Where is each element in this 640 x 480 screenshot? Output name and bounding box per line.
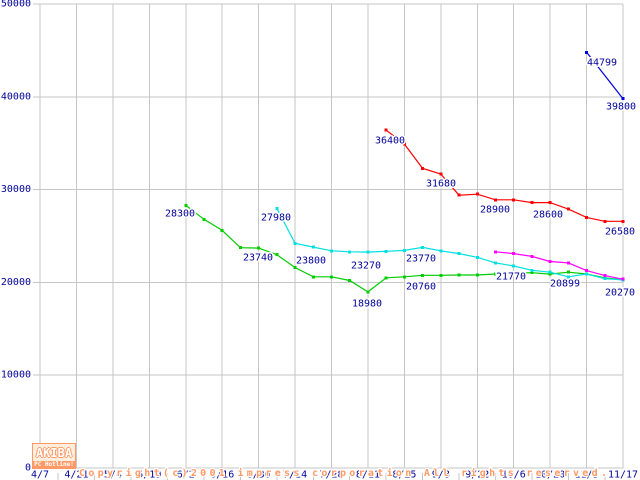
svg-text:10/20: 10/20: [535, 470, 565, 480]
svg-text:8/11: 8/11: [356, 470, 380, 480]
series-blue-markers: [585, 50, 625, 101]
svg-text:40000: 40000: [1, 91, 31, 102]
svg-text:7/28: 7/28: [319, 470, 343, 480]
data-label-20899: 20899: [550, 279, 580, 290]
svg-text:6/16: 6/16: [210, 470, 234, 480]
svg-text:10000: 10000: [1, 370, 31, 381]
series-blue-line: [586, 51, 624, 100]
data-label-28900: 28900: [480, 205, 510, 216]
series-red-line: [385, 129, 623, 222]
svg-text:5/19: 5/19: [137, 470, 161, 480]
data-label-39800: 39800: [606, 102, 636, 113]
data-label-23800: 23800: [296, 256, 326, 267]
data-label-21770: 21770: [496, 272, 526, 283]
svg-text:8/25: 8/25: [392, 470, 416, 480]
data-label-28600: 28600: [533, 210, 563, 221]
series-cyan-line: [276, 208, 624, 281]
data-label-28300: 28300: [165, 209, 195, 220]
data-label-18980: 18980: [352, 299, 382, 310]
copyright-line: Copyright(c)2001 impress corporation All…: [79, 468, 611, 479]
data-label-26580: 26580: [605, 227, 635, 238]
series-cyan-markers: [275, 206, 625, 282]
svg-text:6/30: 6/30: [247, 470, 271, 480]
svg-text:6/2: 6/2: [177, 470, 195, 480]
svg-text:11/3: 11/3: [575, 470, 599, 480]
svg-text:50000: 50000: [1, 0, 31, 10]
data-label-20760: 20760: [406, 282, 436, 293]
data-label-31680: 31680: [426, 179, 456, 190]
data-label-23740: 23740: [243, 253, 273, 264]
svg-text:4/7: 4/7: [31, 470, 49, 480]
footer-copyright: Copyright(c)2001 impress corporation All…: [79, 446, 610, 480]
series-magenta-line: [495, 251, 624, 280]
logo-title: AKIBA: [35, 445, 73, 460]
svg-text:5/4: 5/4: [104, 470, 122, 480]
x-axis-labels: 4/7 4/21 5/4 5/19 6/2 6/16 6/30 7/14 7/28 8/11 8/2…: [30, 468, 640, 480]
svg-text:4/21: 4/21: [64, 470, 88, 480]
akiba-pc-hotline-logo: AKIBA PC Hotline!: [32, 443, 76, 469]
svg-text:20000: 20000: [1, 277, 31, 288]
gridlines: [33, 3, 624, 480]
svg-text:0: 0: [25, 463, 31, 474]
logo-subtitle: PC Hotline!: [33, 461, 75, 468]
data-label-20270: 20270: [605, 288, 635, 299]
svg-text:11/17: 11/17: [608, 470, 638, 480]
data-label-44799: 44799: [587, 58, 617, 69]
data-label-36400: 36400: [375, 136, 405, 147]
svg-text:7/14: 7/14: [283, 470, 307, 480]
data-label-23270: 23270: [351, 261, 381, 272]
svg-text:9/8: 9/8: [432, 470, 450, 480]
svg-text:9/22: 9/22: [465, 470, 489, 480]
data-label-23770: 23770: [406, 254, 436, 265]
y-axis-labels: 50000 40000 30000 20000 10000 0: [1, 0, 31, 474]
data-point-labels: 44799 39800 36400 31680 28900 28600 26580 28300…: [163, 56, 637, 311]
series-red-markers: [384, 128, 625, 223]
svg-text:30000: 30000: [1, 184, 31, 195]
data-label-27980: 27980: [261, 213, 291, 224]
svg-text:10/6: 10/6: [502, 470, 526, 480]
series-magenta-markers: [494, 250, 625, 281]
